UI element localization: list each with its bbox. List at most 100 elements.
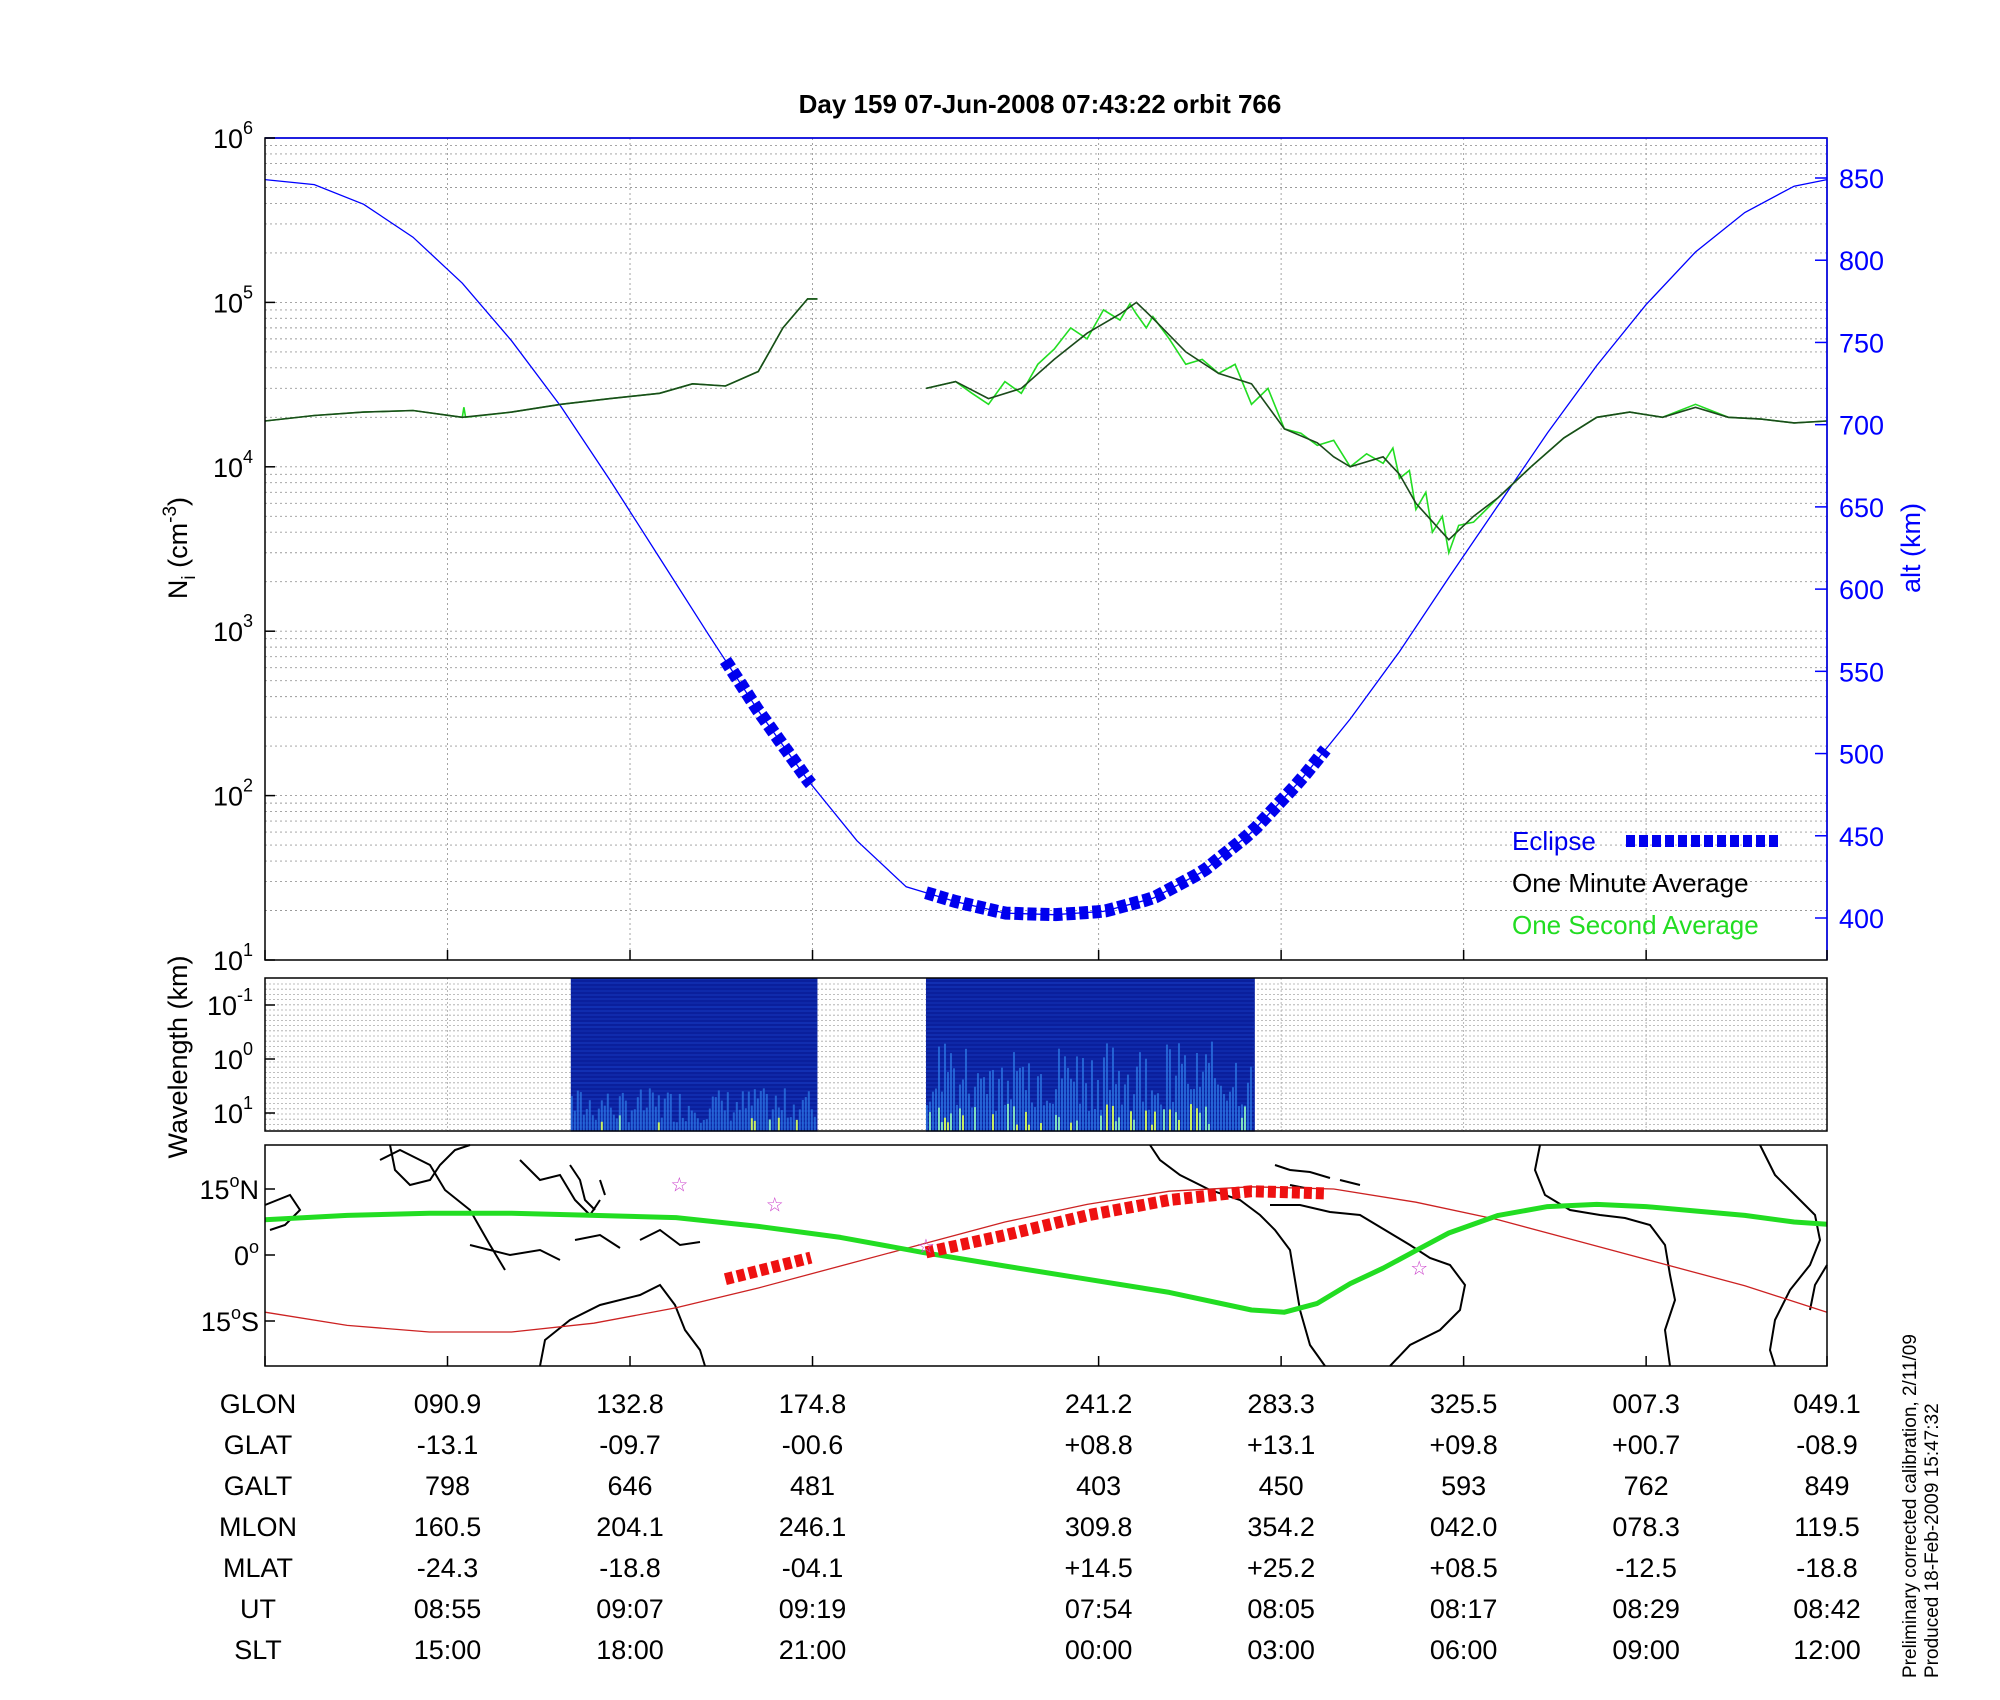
left-axis-label-sub: i — [179, 575, 200, 579]
spectrogram-spike — [738, 1109, 741, 1131]
spectrogram-spike — [675, 1122, 678, 1131]
spectrogram-band — [570, 1062, 818, 1064]
map-tick-degree-sign: o — [231, 1303, 241, 1323]
spectrogram-spike-hot — [1015, 1124, 1018, 1131]
spectrogram-spike — [1240, 1104, 1243, 1131]
spectrogram-spike — [1000, 1067, 1003, 1131]
star-marker: ☆ — [917, 1234, 935, 1258]
table-cell: 09:00 — [1612, 1635, 1680, 1665]
spectrogram-band — [925, 1082, 1255, 1084]
left-axis-label-unit: (cm — [163, 523, 193, 575]
spectrogram-spike — [955, 1104, 958, 1131]
spectrogram-spike — [1141, 1101, 1144, 1131]
spectrogram-spike — [1021, 1066, 1024, 1131]
spectrogram-spike-hot — [1177, 1119, 1180, 1131]
spectrogram-spike — [1186, 1083, 1189, 1131]
spectrogram-tick-label: 10-1 — [207, 985, 253, 1021]
spectrogram-band — [925, 1074, 1255, 1076]
spectrogram-spike — [609, 1107, 612, 1131]
spectrogram-spike — [744, 1108, 747, 1131]
spectrogram-band — [570, 1018, 818, 1020]
spectrogram-band — [925, 1002, 1255, 1004]
table-row-label: SLT — [234, 1635, 282, 1665]
table-row: MLON 160.5 204.1 246.1 309.8 354.2 042.0 078.3 1… — [219, 1512, 1860, 1542]
spectrogram-spike-hot — [1027, 1124, 1030, 1131]
spectrogram-spike — [1012, 1052, 1015, 1131]
left-tick-base: 10 — [213, 617, 243, 647]
spectrogram-spike — [1198, 1086, 1201, 1131]
left-tick-exp: 4 — [243, 447, 253, 467]
spectrogram-band — [570, 1026, 818, 1028]
left-tick-exp: 3 — [243, 611, 253, 631]
spectrogram-band — [925, 1042, 1255, 1044]
spectrogram-spike — [759, 1090, 762, 1131]
spectrogram-band — [925, 1114, 1255, 1116]
spectrogram-band — [925, 1030, 1255, 1032]
table-cell: 08:55 — [414, 1594, 482, 1624]
spectrogram-tick-exp: 0 — [243, 1039, 253, 1059]
spectrogram-spike — [1135, 1066, 1138, 1131]
table-cell: 03:00 — [1247, 1635, 1315, 1665]
spectrogram-spike-hot — [1057, 1117, 1060, 1131]
table-cell: 593 — [1441, 1471, 1486, 1501]
coastline-indonesia — [264, 1148, 701, 1271]
spectrogram-band — [925, 1026, 1255, 1028]
spectrogram-band — [925, 1062, 1255, 1064]
table-row: UT 08:55 09:07 09:19 07:54 08:05 08:17 08:29 08:… — [240, 1594, 1861, 1624]
spectrogram-band — [570, 990, 818, 992]
spectrogram-band — [925, 986, 1255, 988]
spectrogram-spike — [1078, 1103, 1081, 1131]
spectrogram-spike — [612, 1114, 615, 1131]
star-marker: ☆ — [670, 1173, 688, 1197]
spectrogram-spike — [747, 1091, 750, 1131]
spectrogram-band — [570, 994, 818, 996]
right-axis-label: alt (km) — [1896, 503, 1926, 593]
spectrogram-spike — [756, 1098, 759, 1131]
spectrogram-spike — [726, 1092, 729, 1131]
spectrogram-spike — [699, 1122, 702, 1131]
spectrogram-spike — [1246, 1082, 1249, 1131]
left-tick-exp: 2 — [243, 776, 253, 796]
spectrogram-spike — [603, 1105, 606, 1131]
spectrogram-spike — [934, 1088, 937, 1131]
spectrogram-spike — [1207, 1062, 1210, 1131]
spectrogram-spike — [579, 1092, 582, 1131]
spectrogram-spike — [1213, 1078, 1216, 1131]
spectrogram-spike — [1168, 1049, 1171, 1131]
spectrogram-band — [925, 1078, 1255, 1080]
table-cell: 09:07 — [596, 1594, 664, 1624]
spectrogram-spike — [789, 1117, 792, 1131]
spectrogram-spike — [645, 1107, 648, 1131]
coastline-indochina — [389, 1144, 471, 1187]
spectrogram-spike — [1174, 1075, 1177, 1131]
spectrogram-band — [925, 1086, 1255, 1088]
spectrogram-spike — [1069, 1078, 1072, 1131]
spectrogram-spike — [708, 1108, 711, 1131]
spectrogram-spike — [1075, 1056, 1078, 1131]
spectrogram-band — [925, 1010, 1255, 1012]
spectrogram-band — [925, 1090, 1255, 1092]
spectrogram-spike-hot — [1189, 1104, 1192, 1131]
spectrogram-spike — [672, 1121, 675, 1131]
spectrogram-band — [925, 1102, 1255, 1104]
one-minute-average-series — [264, 298, 1828, 541]
spectrogram-spike-hot — [1243, 1106, 1246, 1131]
density-plot-area — [265, 138, 1827, 960]
spectrogram-spike-hot — [1132, 1119, 1135, 1131]
table-cell: 798 — [425, 1471, 470, 1501]
table-cell: -13.1 — [417, 1430, 479, 1460]
left-tick-exp: 5 — [243, 282, 253, 302]
spectrogram-band — [570, 1082, 818, 1084]
spectrogram-spike — [696, 1118, 699, 1131]
spectrogram-band — [925, 1122, 1255, 1124]
spectrogram-spike — [1036, 1076, 1039, 1131]
spectrogram-spike — [937, 1046, 940, 1131]
table-cell: -24.3 — [417, 1553, 479, 1583]
table-cell: 246.1 — [779, 1512, 847, 1542]
spectrogram-spike — [1048, 1103, 1051, 1131]
spectrogram-spike-hot — [1114, 1121, 1117, 1131]
star-marker: ☆ — [766, 1192, 784, 1216]
table-cell: 09:19 — [779, 1594, 847, 1624]
spectrogram-band — [570, 982, 818, 984]
